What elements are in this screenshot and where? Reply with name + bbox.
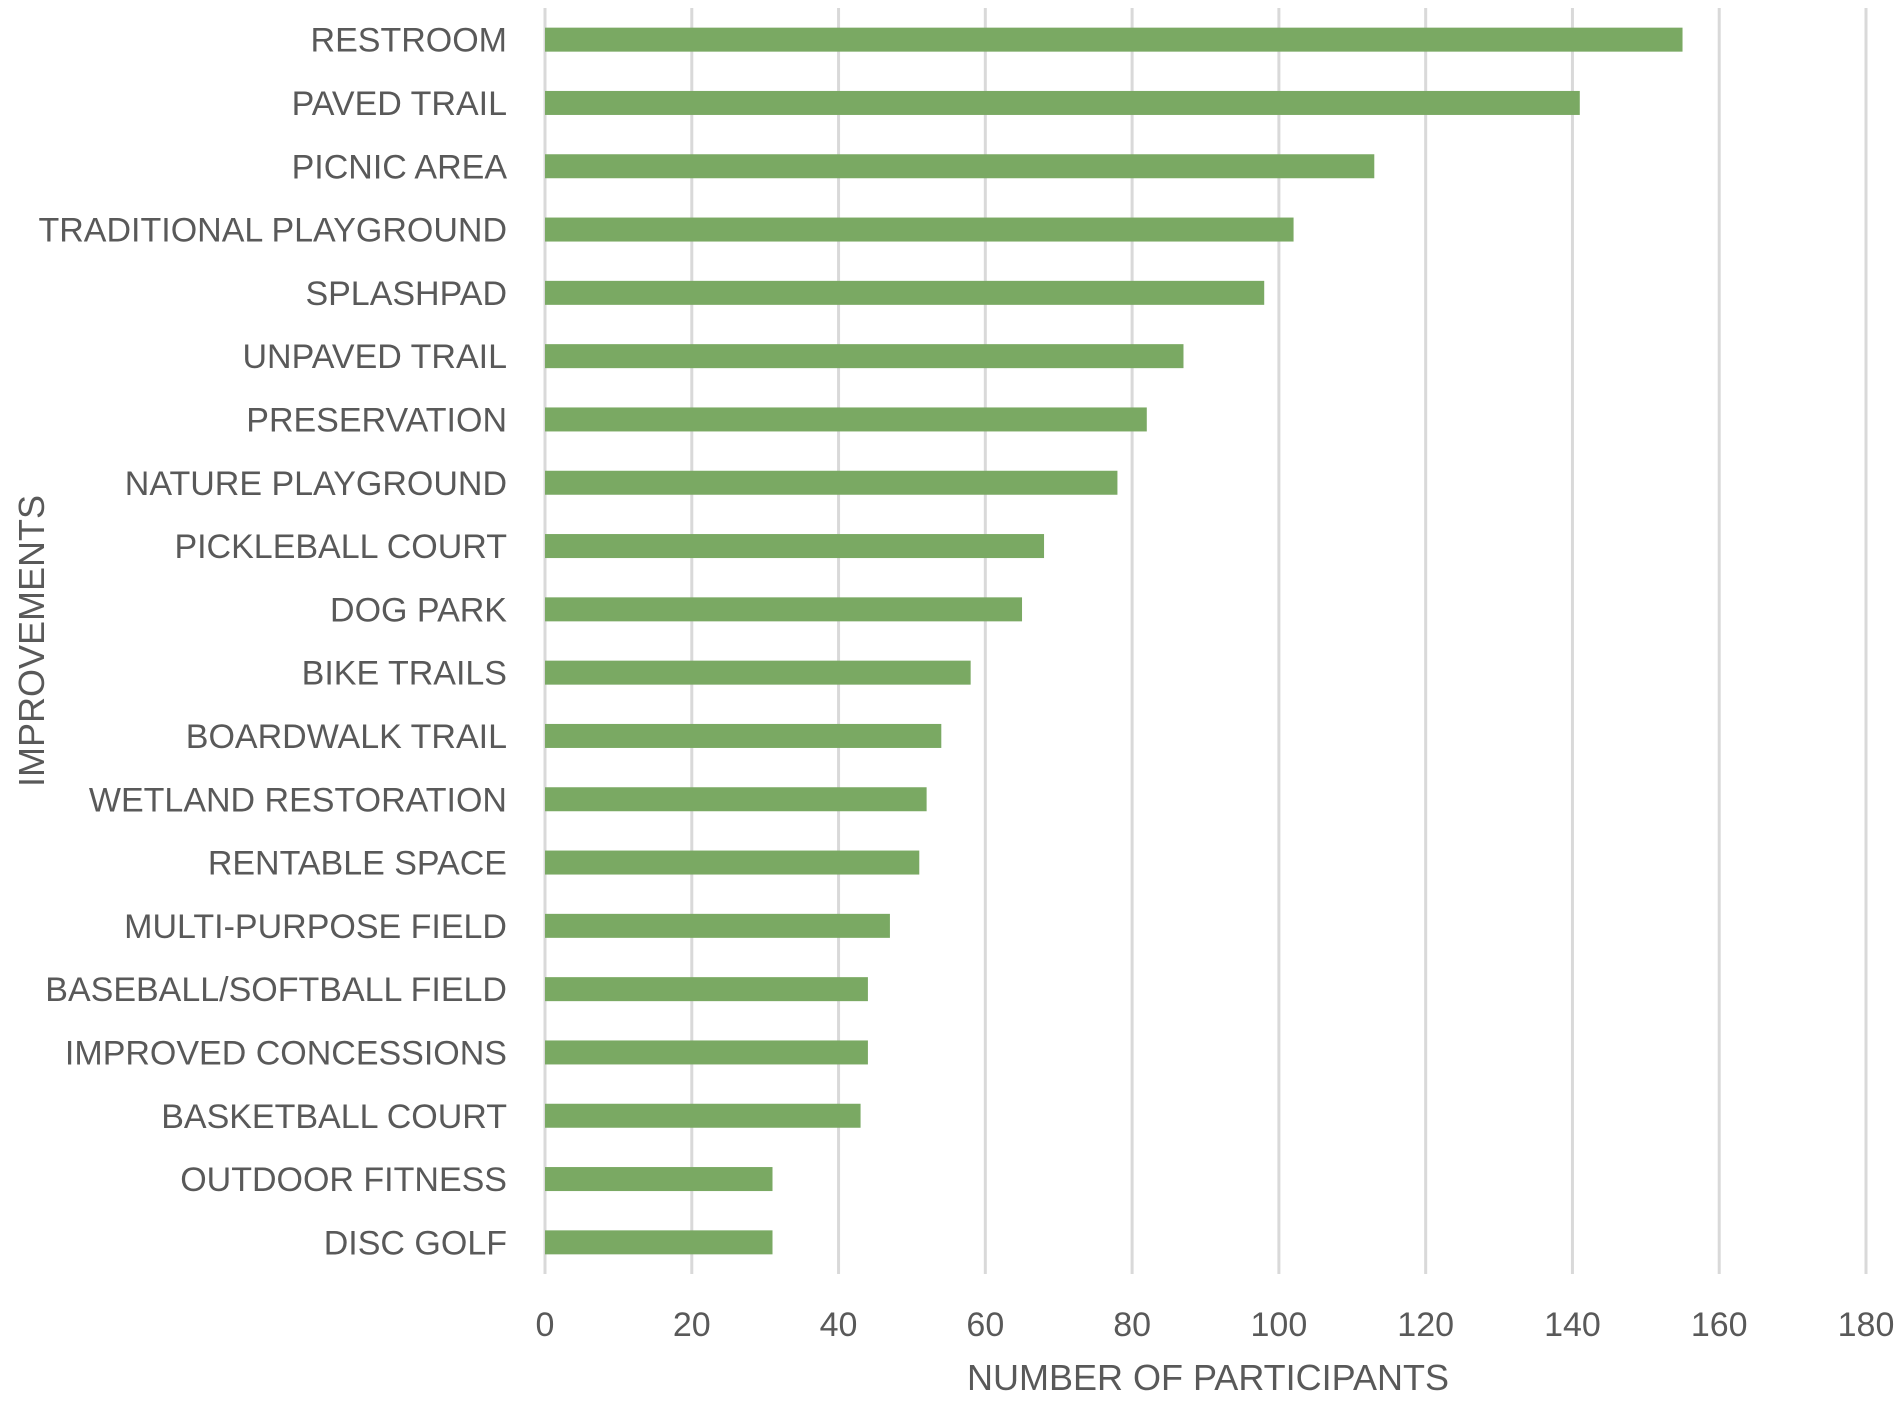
category-label: UNPAVED TRAIL <box>242 338 507 376</box>
category-label: DOG PARK <box>330 591 507 629</box>
x-tick-label: 160 <box>1691 1306 1748 1344</box>
category-label: BOARDWALK TRAIL <box>186 718 507 756</box>
x-tick-label: 180 <box>1838 1306 1895 1344</box>
x-tick-label: 60 <box>966 1306 1004 1344</box>
category-label: SPLASHPAD <box>305 275 507 313</box>
bar <box>545 90 1580 115</box>
bar <box>545 217 1294 242</box>
bar <box>545 787 927 812</box>
bar <box>545 1103 861 1128</box>
x-tick-label: 40 <box>820 1306 858 1344</box>
bar <box>545 407 1147 432</box>
x-tick-label: 140 <box>1544 1306 1601 1344</box>
bar <box>545 27 1683 52</box>
bar <box>545 534 1045 559</box>
category-label: RENTABLE SPACE <box>208 845 507 883</box>
x-tick-label: 20 <box>673 1306 711 1344</box>
bar <box>545 1230 773 1255</box>
category-label: WETLAND RESTORATION <box>89 781 507 819</box>
category-label: PICKLEBALL COURT <box>174 528 507 566</box>
bars <box>545 27 1683 1255</box>
x-tick-label: 80 <box>1113 1306 1151 1344</box>
x-axis-title: NUMBER OF PARTICIPANTS <box>967 1357 1449 1398</box>
y-axis-title: IMPROVEMENTS <box>11 495 52 787</box>
bar <box>545 1040 868 1065</box>
category-labels: RESTROOM PAVED TRAIL PICNIC AREA TRADITIONA… <box>38 22 507 1263</box>
bar <box>545 850 920 875</box>
category-label: OUTDOOR FITNESS <box>180 1161 507 1199</box>
bar <box>545 660 971 685</box>
category-label: BIKE TRAILS <box>302 655 507 693</box>
category-label: NATURE PLAYGROUND <box>125 465 507 503</box>
x-tick-label: 120 <box>1397 1306 1454 1344</box>
x-tick-label: 100 <box>1251 1306 1308 1344</box>
category-label: TRADITIONAL PLAYGROUND <box>38 212 507 250</box>
category-label: PICNIC AREA <box>292 148 508 186</box>
bar <box>545 723 942 748</box>
bar <box>545 913 890 938</box>
category-label: PAVED TRAIL <box>292 85 507 123</box>
category-label: RESTROOM <box>311 22 507 60</box>
bar <box>545 977 868 1002</box>
category-label: MULTI-PURPOSE FIELD <box>124 908 507 946</box>
x-tick-labels: 0 20 40 60 80 100 120 140 160 180 <box>536 1306 1895 1344</box>
category-label: DISC GOLF <box>324 1224 507 1262</box>
category-label: BASEBALL/SOFTBALL FIELD <box>45 971 507 1009</box>
category-label: BASKETBALL COURT <box>161 1098 507 1136</box>
category-label: PRESERVATION <box>246 401 507 439</box>
bar <box>545 470 1118 495</box>
bar <box>545 1167 773 1192</box>
gridlines <box>543 8 1868 1274</box>
bar <box>545 154 1375 179</box>
bar <box>545 280 1265 305</box>
x-tick-label: 0 <box>536 1306 555 1344</box>
bar <box>545 597 1023 622</box>
category-label: IMPROVED CONCESSIONS <box>65 1034 507 1072</box>
bar <box>545 344 1184 369</box>
